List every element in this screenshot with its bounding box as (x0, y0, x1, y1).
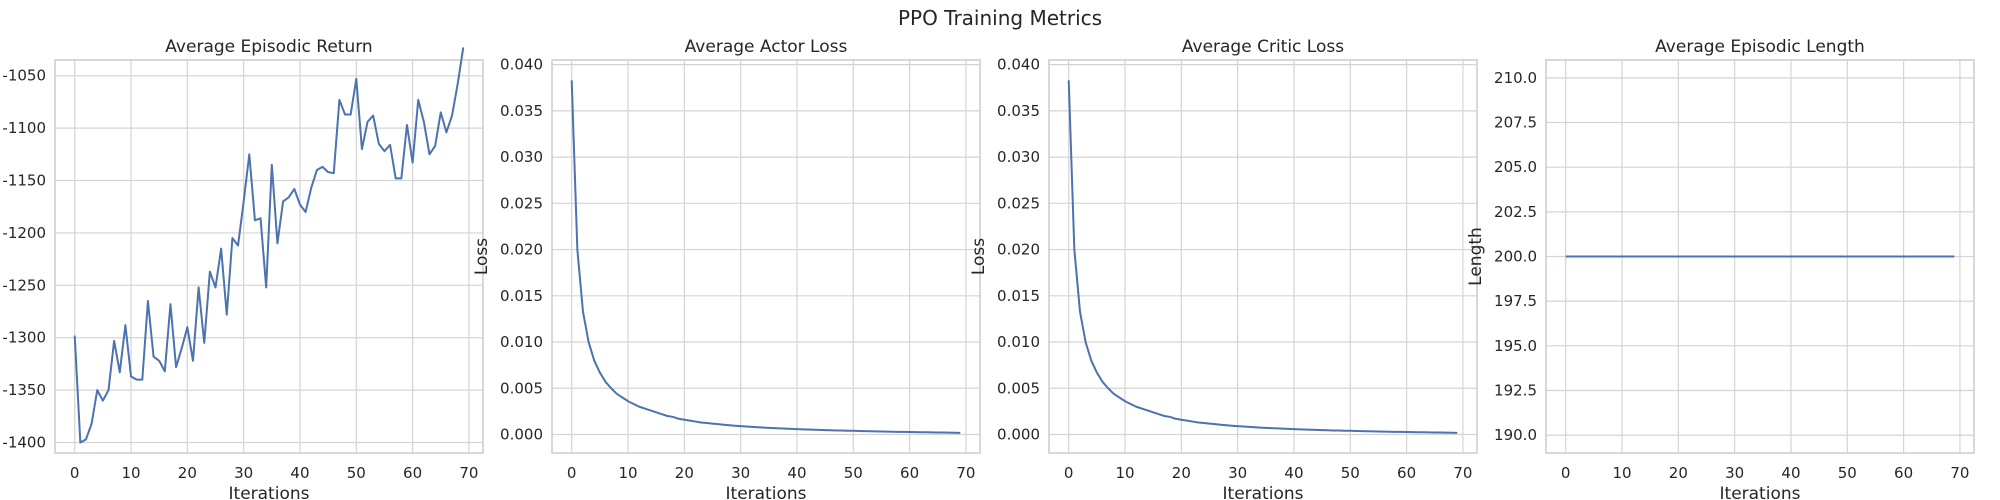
y-tick-label: 0.030 (997, 148, 1040, 166)
x-tick-label: 0 (1064, 464, 1074, 482)
y-tick-label: 0.015 (997, 287, 1040, 305)
y-tick-label: 0.030 (500, 148, 543, 166)
chart-panel-3: 0 10 20 30 40 50 60 70 0.000 0.005 0.010 0.015 0.020… (969, 37, 1478, 500)
x-tick-label: 0 (1561, 464, 1571, 482)
y-tick-label: -1100 (2, 119, 46, 137)
y-tick-label: -1300 (2, 329, 46, 347)
y-tick-label: 0.010 (997, 333, 1040, 351)
x-tick-label: 20 (178, 464, 197, 482)
plot-frame (54, 59, 484, 454)
y-tick-label: -1150 (2, 172, 46, 190)
x-tick-label: 70 (1950, 464, 1969, 482)
y-tick-label: 0.005 (500, 379, 543, 397)
x-tick-label: 70 (459, 464, 478, 482)
y-tick-label: 0.020 (500, 241, 543, 259)
y-tick-label: 0.010 (500, 333, 543, 351)
y-tick-label: -1050 (2, 67, 46, 85)
y-tick-label: 205.0 (1494, 158, 1537, 176)
x-tick-label: 30 (234, 464, 253, 482)
x-tick-label: 70 (1453, 464, 1472, 482)
x-tick-label: 20 (1172, 464, 1191, 482)
x-tick-label: 70 (956, 464, 975, 482)
y-tick-label: 207.5 (1494, 114, 1537, 132)
series-line (1067, 80, 1458, 434)
y-axis-label: Loss (472, 238, 492, 275)
chart-title: Average Episodic Length (1655, 37, 1865, 57)
y-tick-label: 192.5 (1494, 381, 1537, 399)
y-tick-label: 0.000 (997, 426, 1040, 444)
y-tick-label: -1350 (2, 381, 46, 399)
x-tick-label: 60 (1894, 464, 1913, 482)
y-tick-label: 0.005 (997, 379, 1040, 397)
x-axis-label: Iterations (726, 484, 807, 500)
y-tick-label: 0.025 (500, 194, 543, 212)
x-tick-label: 30 (1228, 464, 1247, 482)
x-tick-label: 40 (290, 464, 309, 482)
x-axis-label: Iterations (1223, 484, 1304, 500)
x-tick-label: 50 (1341, 464, 1360, 482)
x-tick-label: 50 (347, 464, 366, 482)
y-tick-label: 202.5 (1494, 203, 1537, 221)
x-tick-label: 0 (567, 464, 577, 482)
y-tick-label: -1250 (2, 276, 46, 294)
x-tick-label: 10 (1115, 464, 1134, 482)
series-line (73, 47, 465, 444)
x-tick-label: 60 (403, 464, 422, 482)
figure-title: PPO Training Metrics (897, 6, 1103, 30)
y-tick-label: 200.0 (1494, 248, 1537, 266)
x-tick-label: 50 (1838, 464, 1857, 482)
y-axis-label: Loss (969, 238, 989, 275)
x-tick-label: 20 (1669, 464, 1688, 482)
chart-title: Average Actor Loss (685, 37, 848, 57)
y-tick-label: 0.000 (500, 426, 543, 444)
x-tick-label: 10 (1612, 464, 1631, 482)
x-tick-label: 40 (1781, 464, 1800, 482)
y-tick-label: -1200 (2, 224, 46, 242)
x-tick-label: 30 (1725, 464, 1744, 482)
chart-title: Average Episodic Return (165, 37, 372, 57)
series-line (570, 80, 961, 434)
y-tick-label: 0.040 (500, 56, 543, 74)
y-tick-label: 0.020 (997, 241, 1040, 259)
x-tick-label: 30 (731, 464, 750, 482)
x-axis-label: Iterations (1720, 484, 1801, 500)
plot-frame (1048, 59, 1478, 454)
y-tick-label: 210.0 (1494, 69, 1537, 87)
x-tick-label: 0 (70, 464, 80, 482)
x-tick-label: 60 (1397, 464, 1416, 482)
x-axis-label: Iterations (229, 484, 310, 500)
y-tick-label: 195.0 (1494, 337, 1537, 355)
x-tick-label: 10 (618, 464, 637, 482)
x-tick-label: 20 (675, 464, 694, 482)
y-tick-label: 0.025 (997, 194, 1040, 212)
y-axis-label: Length (1466, 227, 1486, 286)
x-tick-label: 10 (121, 464, 140, 482)
plot-frame (551, 59, 981, 454)
chart-panel-1: 0 10 20 30 40 50 60 70 -1400 -1350 -1300 -1250 -1200… (2, 37, 484, 500)
y-tick-label: 0.040 (997, 56, 1040, 74)
y-tick-label: 197.5 (1494, 292, 1537, 310)
y-tick-label: 0.015 (500, 287, 543, 305)
x-tick-label: 50 (844, 464, 863, 482)
plot-frame (1545, 59, 1975, 454)
x-tick-label: 60 (900, 464, 919, 482)
chart-title: Average Critic Loss (1182, 37, 1344, 57)
y-tick-label: -1400 (2, 434, 46, 452)
y-tick-label: 0.035 (997, 102, 1040, 120)
x-tick-label: 40 (787, 464, 806, 482)
chart-panel-4: 0 10 20 30 40 50 60 70 190.0 192.5 195.0 197.5 200.0… (1466, 37, 1975, 500)
x-tick-label: 40 (1284, 464, 1303, 482)
y-tick-label: 190.0 (1494, 426, 1537, 444)
chart-panel-2: 0 10 20 30 40 50 60 70 0.000 0.005 0.010 0.015 0.020… (472, 37, 981, 500)
y-tick-label: 0.035 (500, 102, 543, 120)
